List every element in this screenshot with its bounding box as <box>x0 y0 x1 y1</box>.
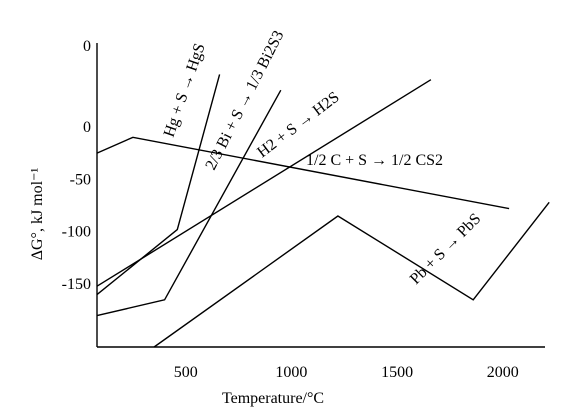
tick-labels: 500 1000 1500 2000 0 -50 -100 -150 <box>62 119 519 381</box>
x-tick-label: 500 <box>174 364 198 381</box>
y-tick-label: -150 <box>62 276 91 293</box>
y-tick-label: -100 <box>62 224 91 241</box>
label-pbs: Pb + S → PbS <box>407 210 485 288</box>
series-line-2 <box>96 79 432 287</box>
x-tick-label: 2000 <box>487 364 519 381</box>
x-tick-label: 1500 <box>381 364 413 381</box>
series-label-h2s: H2 + S → H2S <box>254 89 342 162</box>
series-line-0 <box>96 74 221 296</box>
y-tick-label: -50 <box>70 171 91 188</box>
series-label-cs2: 1/2 C + S → 1/2 CS2 <box>306 152 443 169</box>
y-tick-label: 0 <box>83 119 91 136</box>
series-line-3 <box>96 136 510 210</box>
axes <box>96 43 545 348</box>
series-lines <box>96 74 550 348</box>
series-line-4 <box>153 201 550 348</box>
label-cs2: 1/2 C + S → 1/2 CS2 <box>306 152 443 169</box>
series-line-1 <box>96 89 282 317</box>
label-hgs: Hg + S → HgS <box>161 41 209 139</box>
series-label-hgs: Hg + S → HgS <box>161 41 209 139</box>
series-label-pbs: Pb + S → PbS <box>407 210 485 288</box>
label-h2s: H2 + S → H2S <box>254 89 342 162</box>
x-axis-title: Temperature/°C <box>222 390 324 407</box>
y-top-tick-label: 0 <box>83 38 91 55</box>
x-tick-label: 1000 <box>275 364 307 381</box>
y-axis-title: ΔG°, kJ mol⁻¹ <box>29 168 46 261</box>
